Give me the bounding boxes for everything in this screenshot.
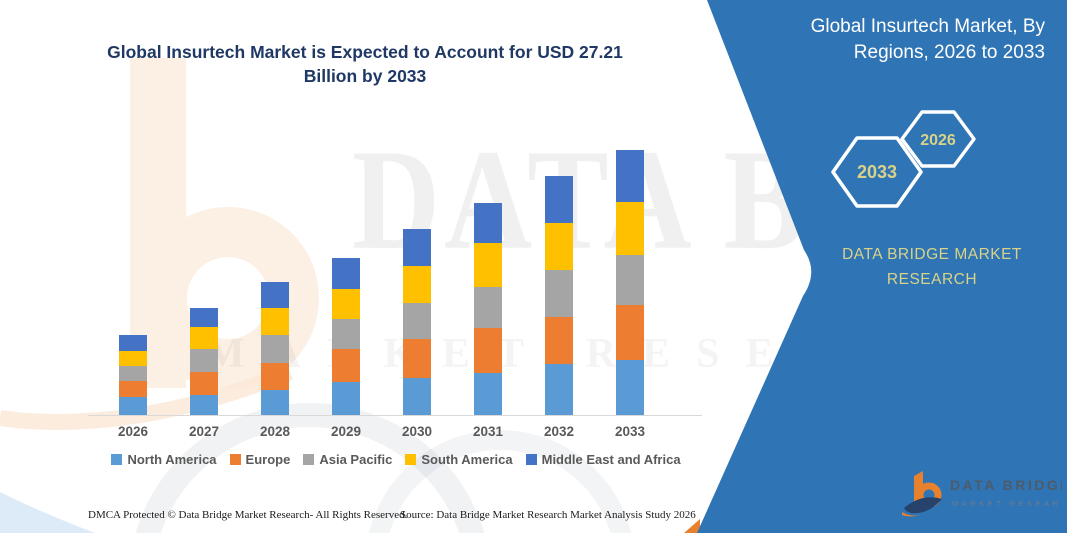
bar-segment-south-america: [545, 222, 573, 270]
legend-item-asia-pacific: Asia Pacific: [303, 452, 392, 467]
bar-segment-north-america: [119, 396, 147, 415]
hexagon-2033-label: 2033: [857, 162, 897, 182]
hexagon-2033-badge: 2033: [831, 136, 923, 208]
bar-segment-middle-east-and-africa: [190, 308, 218, 328]
legend-label: North America: [127, 452, 217, 467]
x-axis-label-2031: 2031: [472, 424, 504, 439]
bar-segment-asia-pacific: [190, 349, 218, 373]
bar-stack-2026: [119, 335, 147, 415]
bar-segment-north-america: [403, 377, 431, 415]
legend-item-south-america: South America: [405, 452, 513, 467]
bar-stack-2031: [474, 203, 502, 415]
bar-segment-europe: [474, 328, 502, 374]
bar-segment-south-america: [403, 265, 431, 303]
x-axis-label-2028: 2028: [259, 424, 291, 439]
legend-label: Asia Pacific: [319, 452, 393, 467]
bar-segment-south-america: [190, 327, 218, 350]
bar-stack-2033: [616, 150, 644, 415]
x-axis-line: [88, 415, 702, 416]
bar-segment-north-america: [545, 363, 573, 415]
orange-corner-accent: [684, 519, 700, 533]
footer-source-text: Source: Data Bridge Market Research Mark…: [400, 509, 696, 521]
bar-segment-asia-pacific: [545, 269, 573, 317]
legend-label: Middle East and Africa: [541, 452, 681, 467]
bar-segment-north-america: [474, 373, 502, 415]
bar-segment-middle-east-and-africa: [474, 203, 502, 244]
bar-segment-middle-east-and-africa: [616, 150, 644, 202]
bar-segment-south-america: [119, 351, 147, 367]
legend-swatch-icon: [229, 454, 241, 465]
bar-segment-middle-east-and-africa: [261, 281, 289, 308]
bar-stack-2028: [261, 281, 289, 415]
bar-segment-europe: [616, 304, 644, 360]
legend-item-europe: Europe: [229, 452, 291, 467]
bar-segment-middle-east-and-africa: [545, 175, 573, 223]
bar-stack-2029: [332, 258, 360, 415]
dbmr-logo-b-icon: [902, 471, 942, 517]
bar-segment-north-america: [616, 359, 644, 415]
bar-segment-south-america: [332, 289, 360, 319]
legend-swatch-icon: [405, 454, 417, 465]
bar-segment-asia-pacific: [474, 287, 502, 329]
bar-segment-asia-pacific: [616, 254, 644, 305]
bar-stack-2032: [545, 175, 573, 415]
legend-swatch-icon: [111, 454, 123, 465]
legend-label: South America: [421, 452, 513, 467]
bar-stack-2030: [403, 228, 431, 415]
bar-segment-europe: [332, 348, 360, 382]
bar-segment-europe: [403, 338, 431, 378]
bar-segment-asia-pacific: [261, 334, 289, 363]
bar-segment-europe: [545, 316, 573, 364]
dbmr-logo-tagline: MARKET RESEARCH: [952, 499, 1062, 508]
legend-item-north-america: North America: [111, 452, 217, 467]
bar-segment-south-america: [261, 307, 289, 335]
brand-wordmark: DATA BRIDGE MARKET RESEARCH: [842, 246, 1022, 288]
bar-segment-north-america: [190, 395, 218, 415]
panel-title: Global Insurtech Market, By Regions, 202…: [810, 16, 1045, 63]
x-axis-label-2033: 2033: [614, 424, 646, 439]
hexagon-2026-badge: 2026: [900, 110, 976, 168]
bar-segment-middle-east-and-africa: [403, 228, 431, 266]
bar-segment-middle-east-and-africa: [332, 258, 360, 290]
bar-segment-asia-pacific: [403, 302, 431, 339]
x-axis-label-2030: 2030: [401, 424, 433, 439]
plot-area: North America Europe Asia Pacific South Ame…: [88, 150, 704, 467]
bar-segment-asia-pacific: [119, 366, 147, 381]
footer-dmca-text: DMCA Protected © Data Bridge Market Rese…: [88, 509, 408, 521]
bar-segment-south-america: [474, 243, 502, 288]
x-axis-label-2026: 2026: [117, 424, 149, 439]
bar-stack-2027: [190, 308, 218, 415]
x-axis-label-2029: 2029: [330, 424, 362, 439]
legend-swatch-icon: [303, 454, 315, 465]
bar-segment-asia-pacific: [332, 319, 360, 349]
dbmr-logo-name: DATA BRIDGE: [950, 477, 1062, 493]
hexagon-2026-label: 2026: [920, 132, 956, 149]
hexagon-badges: 2033 2026: [831, 110, 976, 208]
x-axis-label-2027: 2027: [188, 424, 220, 439]
bar-segment-north-america: [261, 389, 289, 415]
bar-segment-middle-east-and-africa: [119, 335, 147, 352]
legend-label: Europe: [245, 452, 291, 467]
x-axis-label-2032: 2032: [543, 424, 575, 439]
legend-item-middle-east-and-africa: Middle East and Africa: [525, 452, 681, 467]
chart-title: Global Insurtech Market is Expected to A…: [107, 42, 623, 86]
bar-segment-north-america: [332, 381, 360, 415]
bar-segment-europe: [119, 381, 147, 397]
dbmr-logo: DATA BRIDGE MARKET RESEARCH: [902, 471, 1062, 517]
bar-segment-europe: [190, 372, 218, 396]
legend-swatch-icon: [525, 454, 537, 465]
bar-segment-europe: [261, 363, 289, 390]
bar-segment-south-america: [616, 201, 644, 255]
chart-legend: North America Europe Asia Pacific South Ame…: [88, 452, 704, 467]
